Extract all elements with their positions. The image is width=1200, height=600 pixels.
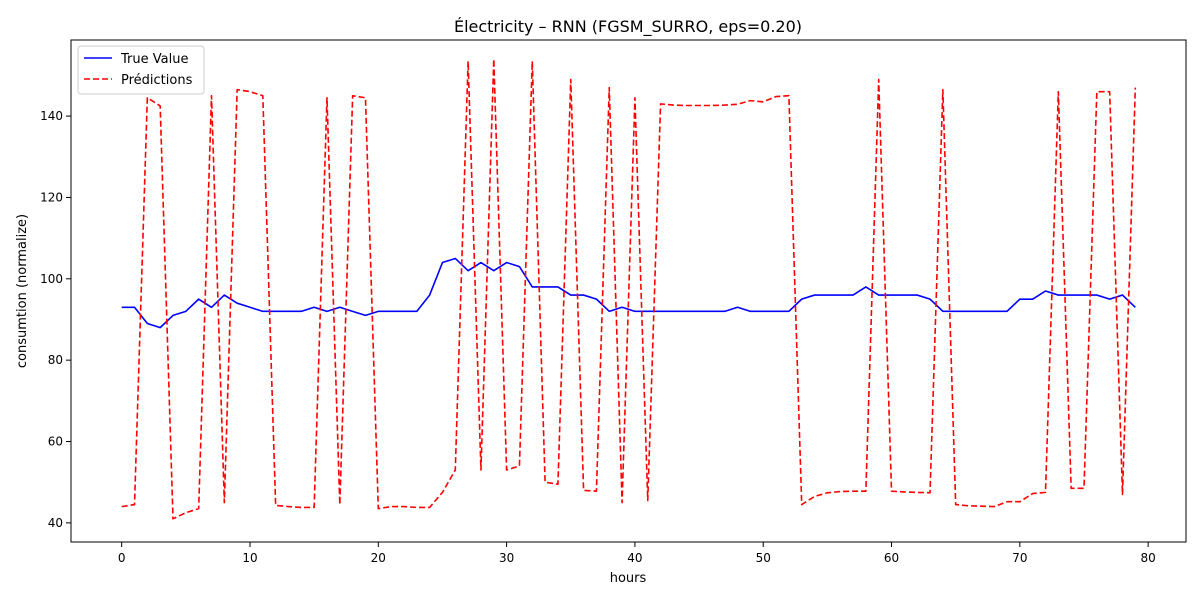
y-tick-label: 140	[40, 109, 63, 123]
chart-title: Électricity – RNN (FGSM_SURRO, eps=0.20)	[454, 17, 802, 37]
series-layer	[121, 58, 1137, 520]
legend-label-predictions: Prédictions	[121, 73, 193, 88]
x-tick-label: 50	[756, 551, 771, 565]
legend-label-true-value: True Value	[120, 52, 188, 67]
plot-frame	[70, 39, 1187, 543]
y-axis-ticks: 40 60 80 100 120 140	[40, 109, 71, 530]
x-axis-label: hours	[610, 571, 647, 586]
x-tick-label: 20	[371, 551, 386, 565]
x-tick-label: 80	[1141, 551, 1156, 565]
x-axis-ticks: 0 10 20 30 40 50 60 70 80	[118, 542, 1156, 565]
legend: True Value Prédictions	[77, 45, 205, 95]
x-tick-label: 70	[1012, 551, 1027, 565]
x-tick-label: 40	[627, 551, 642, 565]
y-axis-label: consumtion (normalize)	[15, 214, 30, 368]
x-tick-label: 0	[118, 551, 126, 565]
y-tick-label: 40	[48, 516, 63, 530]
series-line-predictions	[121, 58, 1137, 520]
y-tick-label: 120	[40, 190, 63, 204]
series-line-true-value	[121, 257, 1136, 329]
x-tick-label: 60	[884, 551, 899, 565]
x-tick-label: 10	[242, 551, 257, 565]
y-tick-label: 100	[40, 272, 63, 286]
y-tick-label: 60	[48, 435, 63, 449]
x-tick-label: 30	[499, 551, 514, 565]
y-tick-label: 80	[48, 353, 63, 367]
